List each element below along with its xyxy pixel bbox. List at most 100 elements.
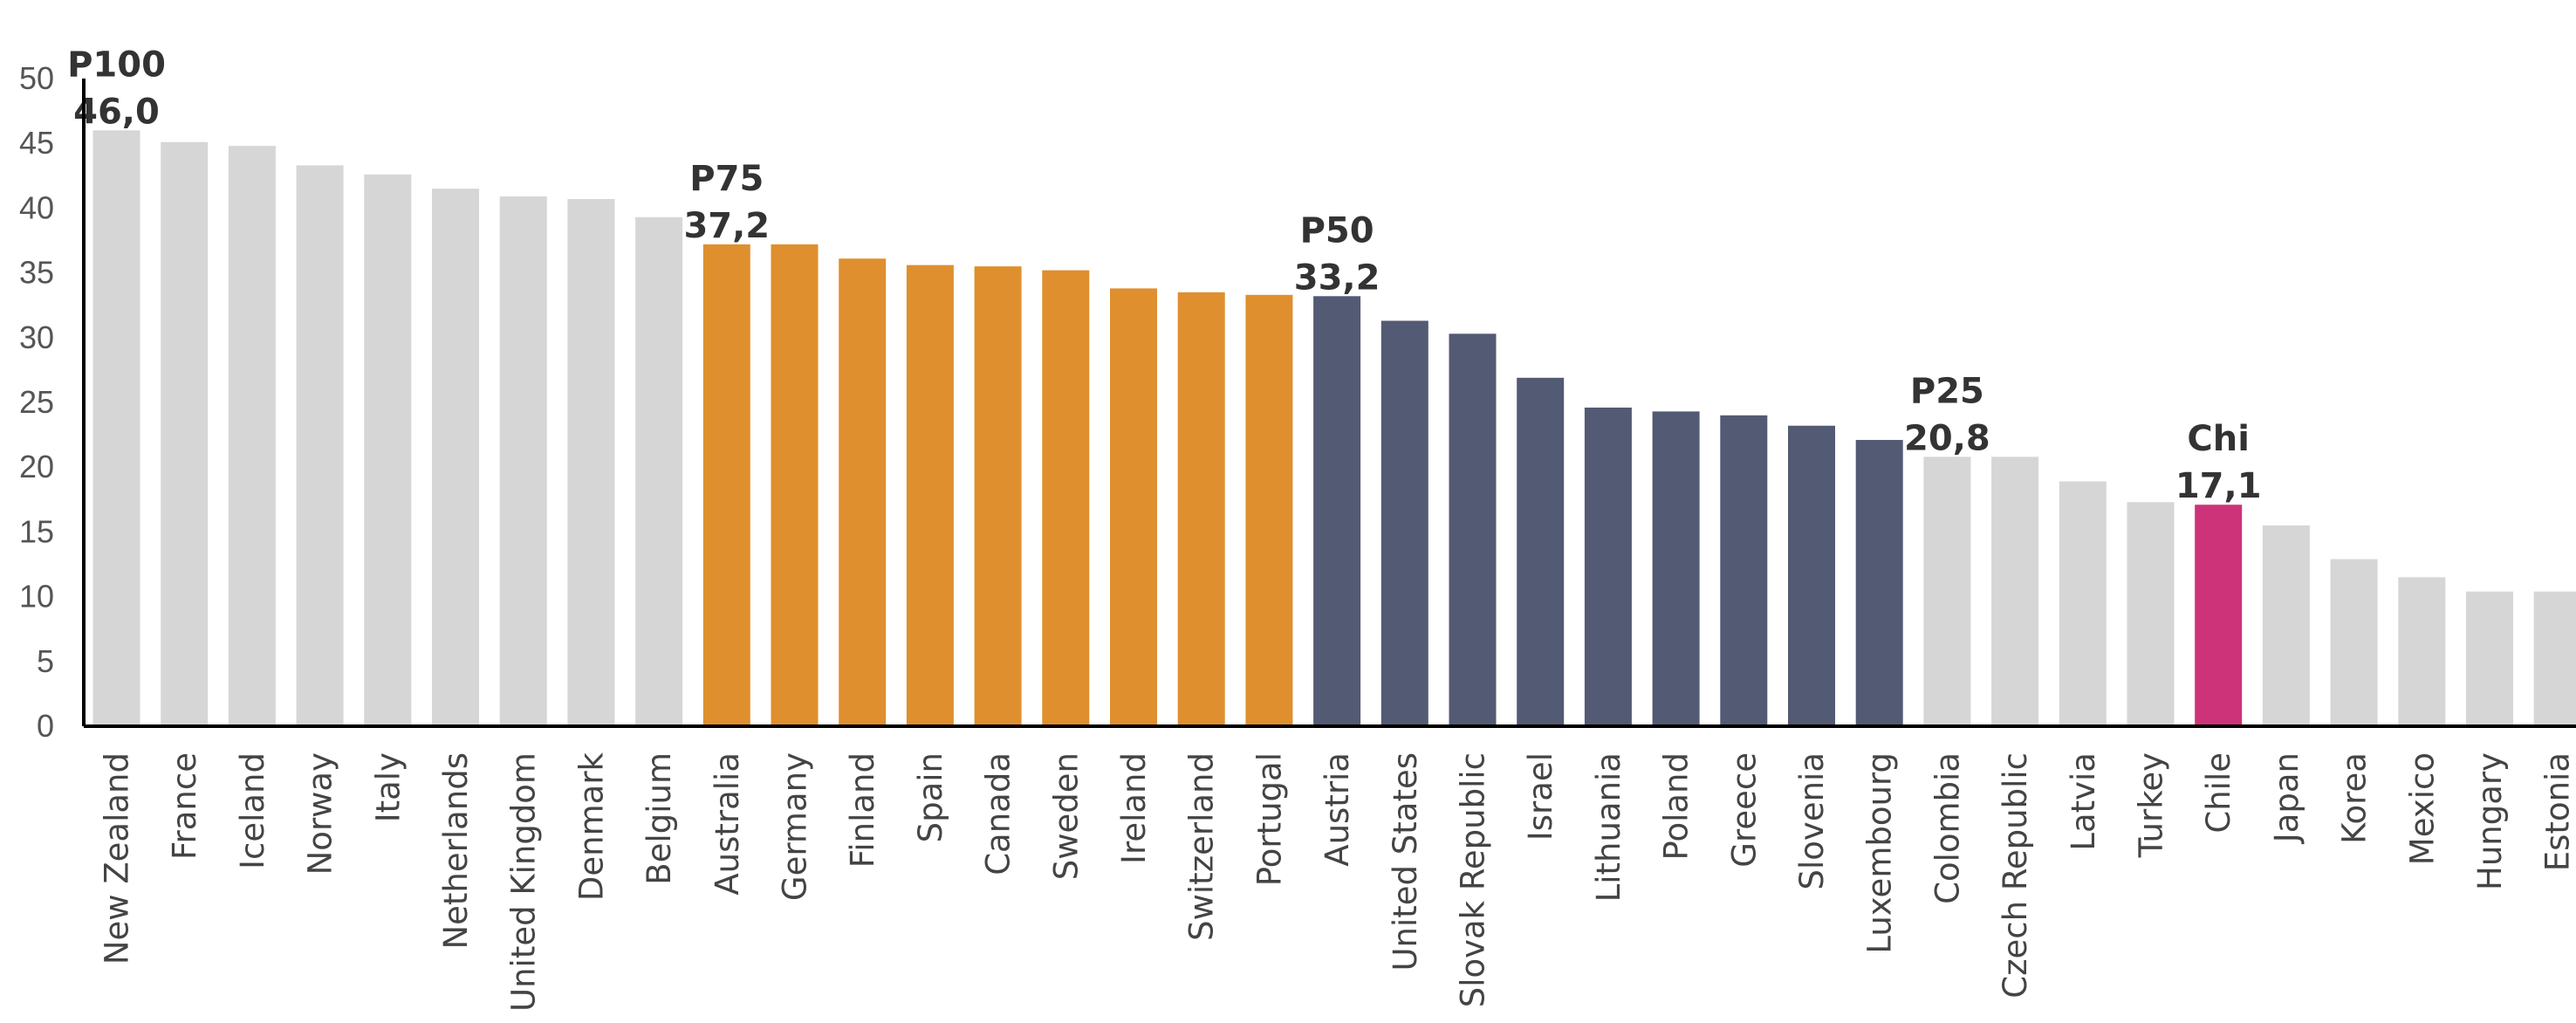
y-tick-label: 30 xyxy=(19,319,54,355)
bar-france xyxy=(161,141,209,726)
bar-colombia xyxy=(1923,457,1971,726)
x-tick-label: Ireland xyxy=(1115,752,1153,864)
annotation-value: 37,2 xyxy=(683,206,770,246)
x-tick-label: Spain xyxy=(912,752,949,842)
bar-canada xyxy=(974,266,1022,726)
bar-united-kingdom xyxy=(499,196,547,726)
y-tick-label: 15 xyxy=(19,513,54,549)
bar-japan xyxy=(2262,525,2310,726)
annotation-label: P50 xyxy=(1300,210,1374,251)
bar-denmark xyxy=(567,199,615,727)
bar-finland xyxy=(839,258,887,726)
annotation-label: P100 xyxy=(67,45,166,85)
bar-greece xyxy=(1720,415,1768,726)
bar-lithuania xyxy=(1584,407,1632,726)
x-tick-label: Iceland xyxy=(234,752,271,869)
bar-slovenia xyxy=(1788,425,1835,726)
bar-korea xyxy=(2330,559,2378,726)
x-tick-label: Belgium xyxy=(641,752,678,885)
x-tick-label: Greece xyxy=(1725,752,1763,868)
x-tick-label: Canada xyxy=(980,752,1017,875)
x-tick-label: Israel xyxy=(1522,752,1559,841)
bar-austria xyxy=(1313,296,1361,726)
x-tick-label: Poland xyxy=(1658,752,1696,861)
annotation-value: 17,1 xyxy=(2175,466,2262,506)
bar-luxembourg xyxy=(1855,440,1903,726)
x-tick-label: Netherlands xyxy=(437,752,475,950)
x-tick-label: Austria xyxy=(1319,752,1356,867)
y-tick-label: 45 xyxy=(19,125,54,161)
bar-portugal xyxy=(1245,294,1293,726)
bar-mexico xyxy=(2398,577,2446,726)
bar-poland xyxy=(1652,411,1700,726)
bar-hungary xyxy=(2466,591,2513,726)
bar-germany xyxy=(771,244,819,726)
y-tick-label: 10 xyxy=(19,579,54,614)
y-axis-ticks: 0 5 10 15 20 25 30 35 40 45 50 xyxy=(19,60,54,744)
bar-slovak-republic xyxy=(1449,333,1497,726)
x-tick-label: Denmark xyxy=(572,752,610,901)
annotation-label: Chi xyxy=(2187,419,2250,459)
x-tick-label: Czech Republic xyxy=(1997,752,2034,999)
x-axis-labels: New Zealand France Iceland Norway Italy Nethe… xyxy=(99,752,2576,1012)
y-tick-label: 5 xyxy=(37,643,54,679)
bar-estonia xyxy=(2533,591,2576,726)
x-tick-label: New Zealand xyxy=(99,752,136,965)
x-tick-label: Latvia xyxy=(2065,752,2102,851)
x-tick-label: Portugal xyxy=(1250,752,1288,886)
bar-czech-republic xyxy=(1991,457,2039,726)
bar-ireland xyxy=(1110,288,1157,726)
x-tick-label: Korea xyxy=(2336,752,2374,844)
bar-united-states xyxy=(1380,320,1428,726)
bars xyxy=(92,130,2576,727)
x-tick-label: Lithuania xyxy=(1590,752,1627,902)
bar-latvia xyxy=(2059,481,2107,726)
annotation-value: 46,0 xyxy=(73,92,160,132)
x-tick-label: United States xyxy=(1387,752,1424,972)
y-tick-label: 35 xyxy=(19,255,54,291)
y-tick-label: 40 xyxy=(19,189,54,225)
x-tick-label: Colombia xyxy=(1929,752,1966,904)
bar-netherlands xyxy=(432,189,479,726)
x-tick-label: Australia xyxy=(709,752,746,896)
bar-belgium xyxy=(635,216,683,727)
x-tick-label: Turkey xyxy=(2133,752,2170,858)
bar-new-zealand xyxy=(92,130,140,727)
x-tick-label: Italy xyxy=(369,752,407,822)
bar-chile xyxy=(2195,505,2243,726)
annotations: P100 46,0 P75 37,2 P50 33,2 P25 20,8 Chi 17,1 xyxy=(67,45,2261,506)
x-tick-label: Slovak Republic xyxy=(1455,752,1492,1007)
x-tick-label: Norway xyxy=(302,752,339,875)
x-tick-label: United Kingdom xyxy=(505,752,543,1012)
y-tick-label: 20 xyxy=(19,449,54,484)
bar-iceland xyxy=(228,146,276,727)
x-tick-label: Chile xyxy=(2200,752,2237,834)
annotation-label: P25 xyxy=(1910,371,1984,411)
x-tick-label: Estonia xyxy=(2539,752,2576,871)
x-tick-label: Luxembourg xyxy=(1861,752,1899,954)
bar-australia xyxy=(702,244,750,726)
annotation-value: 20,8 xyxy=(1904,418,1990,458)
bar-turkey xyxy=(2127,502,2175,726)
x-tick-label: Mexico xyxy=(2403,752,2441,865)
bar-norway xyxy=(296,165,344,727)
x-tick-label: Hungary xyxy=(2471,752,2509,890)
bar-switzerland xyxy=(1177,292,1225,726)
annotation-value: 33,2 xyxy=(1294,257,1380,298)
y-tick-label: 25 xyxy=(19,384,54,420)
bar-spain xyxy=(906,264,954,726)
bar-italy xyxy=(364,174,412,727)
y-tick-label: 0 xyxy=(37,708,54,744)
x-tick-label: France xyxy=(166,752,203,860)
x-tick-label: Sweden xyxy=(1047,752,1085,880)
x-tick-label: Switzerland xyxy=(1183,752,1221,941)
x-tick-label: Slovenia xyxy=(1793,752,1831,889)
x-tick-label: Finland xyxy=(844,752,881,868)
bar-sweden xyxy=(1042,270,1090,727)
x-tick-label: Japan xyxy=(2268,752,2305,844)
bar-israel xyxy=(1517,377,1565,726)
y-tick-label: 50 xyxy=(19,60,54,96)
x-tick-label: Germany xyxy=(777,752,814,901)
annotation-label: P75 xyxy=(689,159,764,199)
